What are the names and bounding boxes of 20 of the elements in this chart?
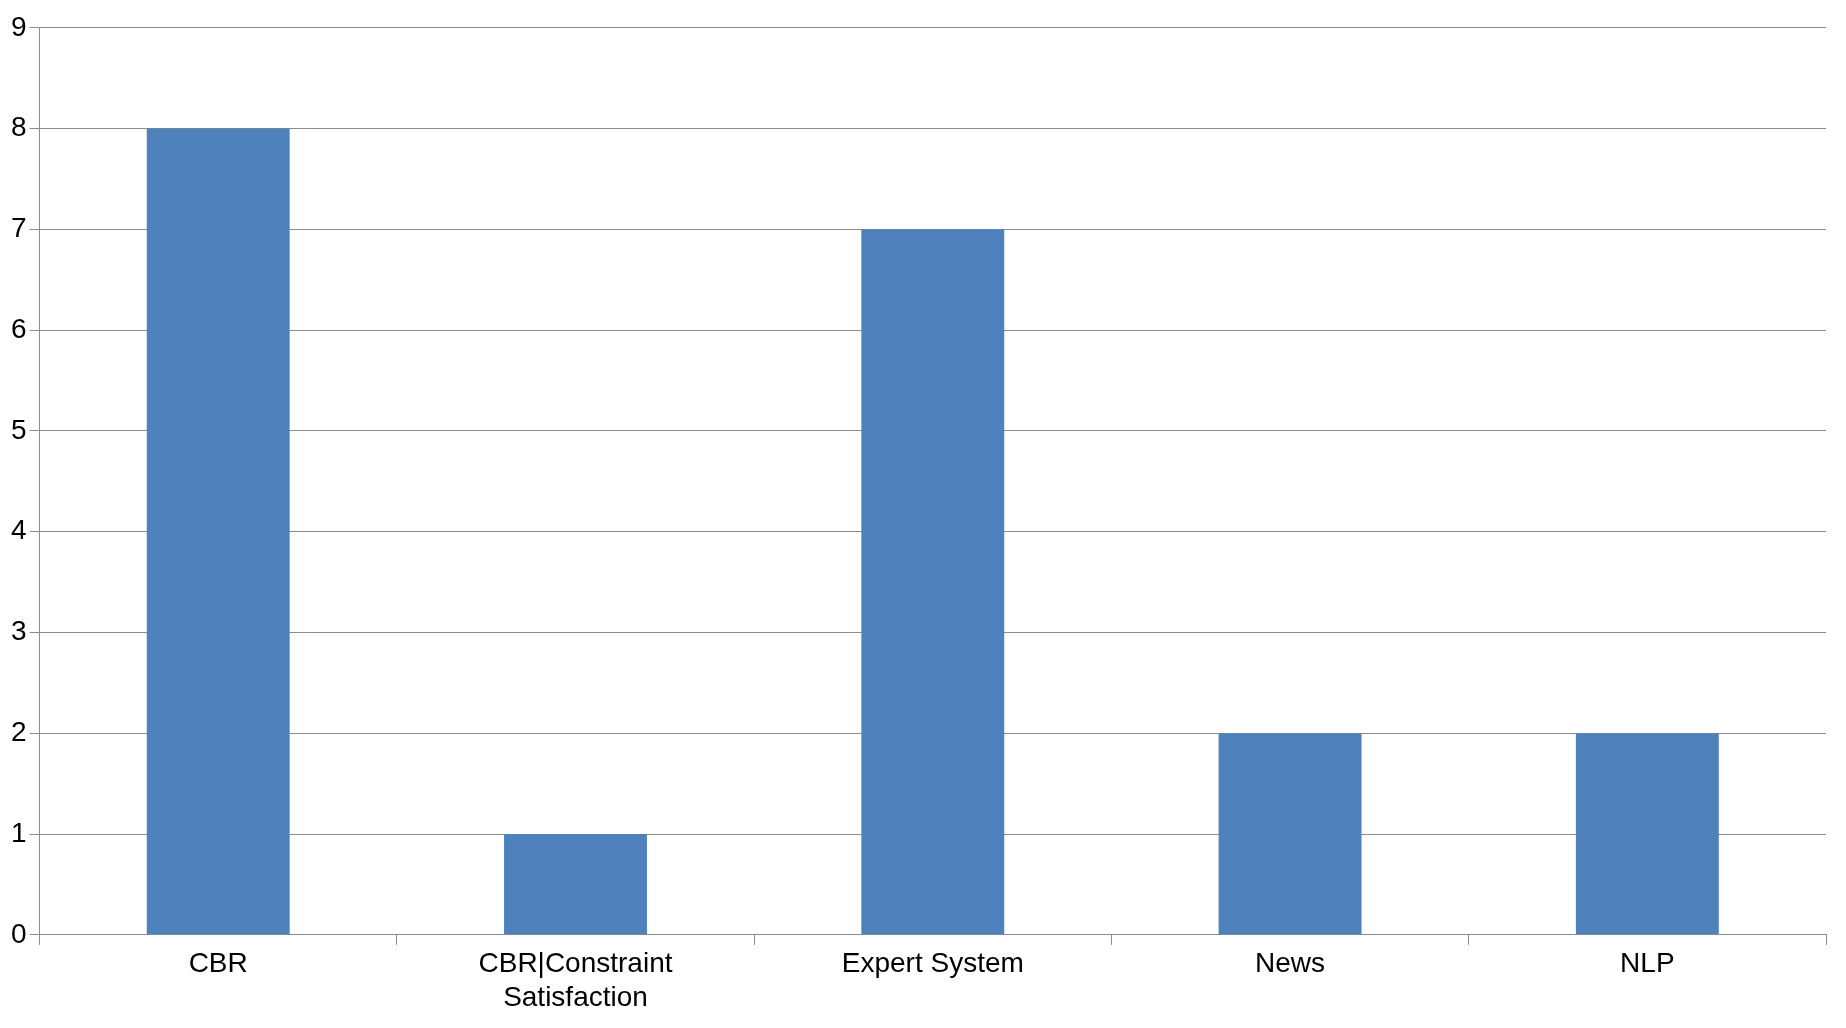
y-tick-label: 5	[10, 413, 27, 445]
x-tick-label: News	[1255, 947, 1326, 979]
bar	[1575, 733, 1719, 935]
y-tick-label: 1	[10, 816, 27, 848]
x-tick-label: CBR	[188, 947, 248, 979]
y-tick-label: 2	[10, 715, 27, 747]
y-tick-label: 4	[10, 514, 27, 546]
x-tick-label: NLP	[1620, 947, 1675, 979]
bar	[146, 128, 290, 935]
y-tick-label: 6	[10, 312, 27, 344]
x-tick-label: CBR|Constraint Satisfaction	[478, 947, 673, 1012]
y-tick-label: 9	[10, 10, 27, 42]
bar	[1218, 733, 1362, 935]
x-tick-label: Expert System	[841, 947, 1024, 979]
y-tick-label: 3	[10, 615, 27, 647]
bar	[504, 834, 647, 935]
bar	[861, 229, 1005, 935]
y-tick-label: 7	[10, 212, 27, 244]
y-tick-label: 0	[10, 917, 27, 949]
y-tick-label: 8	[10, 111, 27, 143]
